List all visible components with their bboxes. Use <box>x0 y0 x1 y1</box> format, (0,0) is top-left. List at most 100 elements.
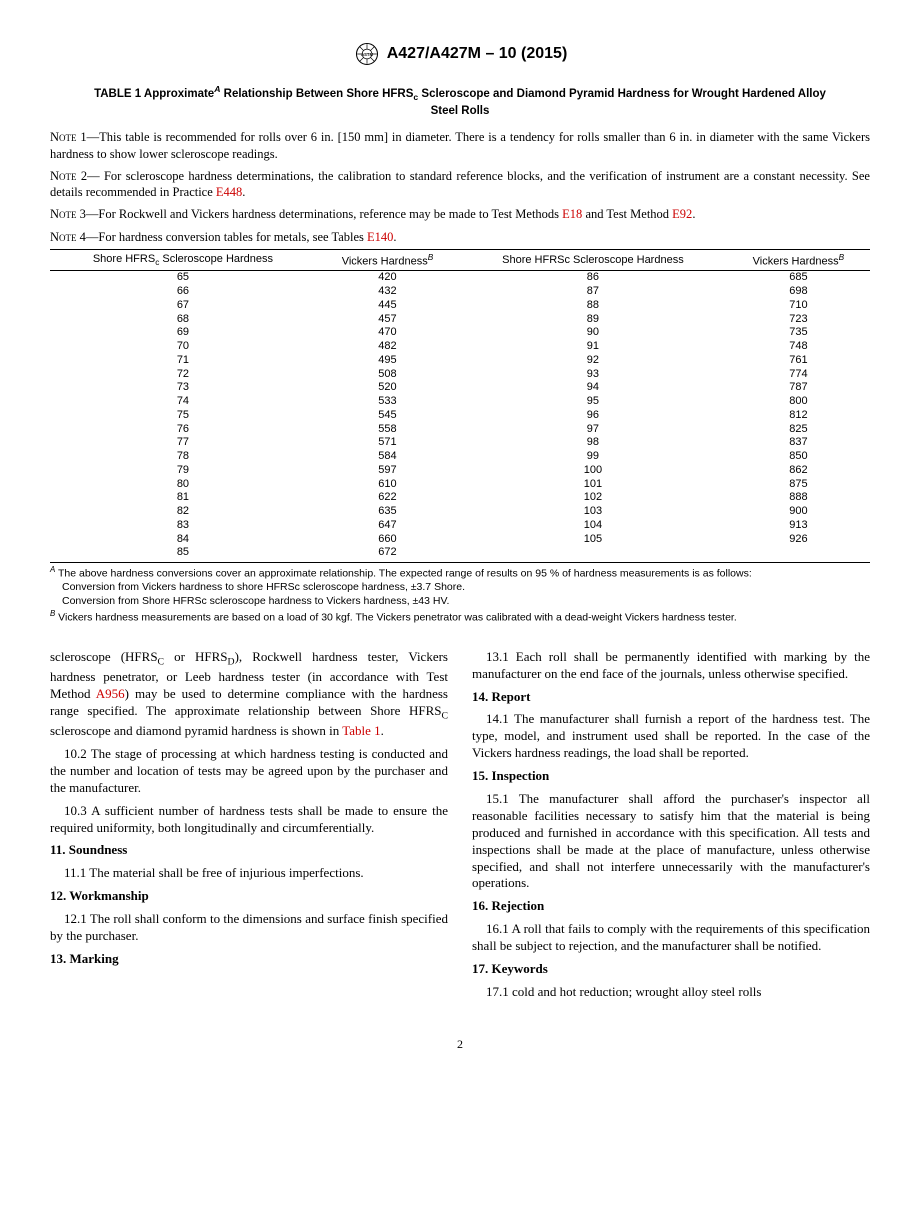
table-row: 79597100862 <box>50 464 870 478</box>
para-10-3: 10.3 A sufficient number of hardness tes… <box>50 803 448 837</box>
page-header: ASTM A427/A427M – 10 (2015) <box>50 40 870 72</box>
table-row: 6542086685 <box>50 271 870 285</box>
table-cell: 850 <box>727 450 870 464</box>
table-row: 6947090735 <box>50 326 870 340</box>
para-17-1: 17.1 cold and hot reduction; wrought all… <box>472 984 870 1001</box>
section-15-head: 15. Inspection <box>472 768 870 785</box>
table-row: 6643287698 <box>50 285 870 299</box>
table-cell: 77 <box>50 436 316 450</box>
standard-id: A427/A427M – 10 (2015) <box>387 45 568 63</box>
para-14-1: 14.1 The manufacturer shall furnish a re… <box>472 711 870 762</box>
section-11-head: 11. Soundness <box>50 842 448 859</box>
table-title: TABLE 1 ApproximateA Relationship Betwee… <box>80 84 840 119</box>
table-cell: 75 <box>50 409 316 423</box>
link-table1[interactable]: Table 1 <box>342 723 380 738</box>
table-cell: 84 <box>50 533 316 547</box>
table-cell <box>727 546 870 562</box>
table-cell: 533 <box>316 395 459 409</box>
table-cell: 862 <box>727 464 870 478</box>
page-number: 2 <box>50 1037 870 1052</box>
table-cell: 735 <box>727 326 870 340</box>
table-cell: 97 <box>459 423 727 437</box>
table-cell: 445 <box>316 299 459 313</box>
table-cell: 875 <box>727 478 870 492</box>
para-12-1: 12.1 The roll shall conform to the dimen… <box>50 911 448 945</box>
table-cell: 825 <box>727 423 870 437</box>
note-1: Note 1—This table is recommended for rol… <box>50 129 870 162</box>
table-cell: 837 <box>727 436 870 450</box>
table-cell: 584 <box>316 450 459 464</box>
table-cell: 82 <box>50 505 316 519</box>
table-cell: 95 <box>459 395 727 409</box>
table-cell: 88 <box>459 299 727 313</box>
link-e92[interactable]: E92 <box>672 207 692 221</box>
table-cell: 91 <box>459 340 727 354</box>
table-cell: 812 <box>727 409 870 423</box>
table-cell: 610 <box>316 478 459 492</box>
table-row: 7250893774 <box>50 368 870 382</box>
body-columns: scleroscope (HFRSC or HFRSD), Rockwell h… <box>50 649 870 1001</box>
table-cell: 470 <box>316 326 459 340</box>
table-cell: 90 <box>459 326 727 340</box>
table-cell: 748 <box>727 340 870 354</box>
table-cell: 85 <box>50 546 316 562</box>
table-cell: 96 <box>459 409 727 423</box>
table-cell: 100 <box>459 464 727 478</box>
table-cell: 102 <box>459 491 727 505</box>
table-cell: 698 <box>727 285 870 299</box>
col-header-3: Shore HFRSc Scleroscope Hardness <box>459 249 727 271</box>
table-cell: 926 <box>727 533 870 547</box>
para-13-1: 13.1 Each roll shall be permanently iden… <box>472 649 870 683</box>
table-cell: 900 <box>727 505 870 519</box>
table-cell: 635 <box>316 505 459 519</box>
table-cell: 495 <box>316 354 459 368</box>
table-row: 7757198837 <box>50 436 870 450</box>
para-11-1: 11.1 The material shall be free of injur… <box>50 865 448 882</box>
note-4: Note 4—For hardness conversion tables fo… <box>50 229 870 245</box>
table-cell: 774 <box>727 368 870 382</box>
table-cell: 104 <box>459 519 727 533</box>
table-footnotes: A The above hardness conversions cover a… <box>50 565 870 625</box>
table-row: 6845789723 <box>50 313 870 327</box>
table-cell: 69 <box>50 326 316 340</box>
table-cell: 622 <box>316 491 459 505</box>
table-cell: 93 <box>459 368 727 382</box>
table-cell: 723 <box>727 313 870 327</box>
table-cell: 913 <box>727 519 870 533</box>
col-header-2: Vickers HardnessB <box>316 249 459 271</box>
table-cell: 103 <box>459 505 727 519</box>
table-cell: 571 <box>316 436 459 450</box>
section-16-head: 16. Rejection <box>472 898 870 915</box>
col-header-1: Shore HFRSc Scleroscope Hardness <box>50 249 316 271</box>
table-row: 84660105926 <box>50 533 870 547</box>
table-cell: 672 <box>316 546 459 562</box>
table-cell: 888 <box>727 491 870 505</box>
table-cell: 78 <box>50 450 316 464</box>
table-cell: 92 <box>459 354 727 368</box>
table-cell: 81 <box>50 491 316 505</box>
table-cell: 72 <box>50 368 316 382</box>
table-cell: 65 <box>50 271 316 285</box>
link-a956[interactable]: A956 <box>96 686 125 701</box>
link-e448[interactable]: E448 <box>216 185 242 199</box>
table-row: 85672 <box>50 546 870 562</box>
table-cell: 94 <box>459 381 727 395</box>
table-cell: 79 <box>50 464 316 478</box>
table-cell: 597 <box>316 464 459 478</box>
section-17-head: 17. Keywords <box>472 961 870 978</box>
table-cell: 647 <box>316 519 459 533</box>
table-cell: 74 <box>50 395 316 409</box>
table-row: 7352094787 <box>50 381 870 395</box>
table-cell <box>459 546 727 562</box>
table-cell: 508 <box>316 368 459 382</box>
table-row: 7655897825 <box>50 423 870 437</box>
table-cell: 73 <box>50 381 316 395</box>
para-10-2: 10.2 The stage of processing at which ha… <box>50 746 448 797</box>
para-10-1: scleroscope (HFRSC or HFRSD), Rockwell h… <box>50 649 448 740</box>
link-e18[interactable]: E18 <box>562 207 582 221</box>
astm-logo-icon: ASTM <box>353 40 381 68</box>
table-cell: 89 <box>459 313 727 327</box>
table-row: 7554596812 <box>50 409 870 423</box>
link-e140[interactable]: E140 <box>367 230 393 244</box>
table-cell: 558 <box>316 423 459 437</box>
